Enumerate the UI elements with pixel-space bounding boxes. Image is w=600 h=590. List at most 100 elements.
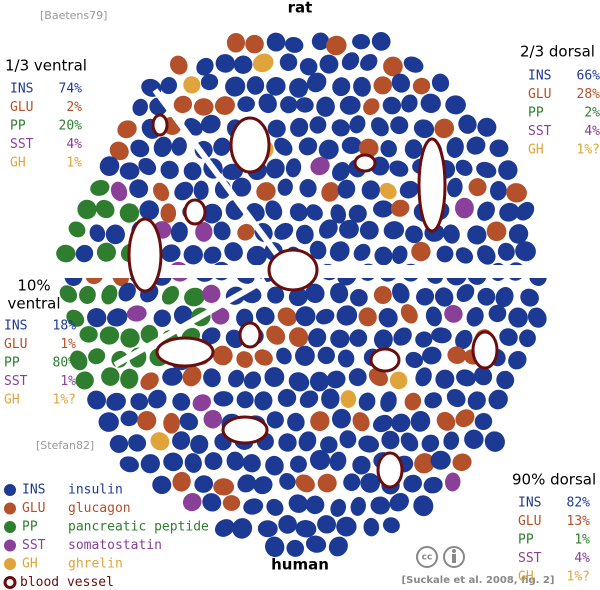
cell (403, 56, 424, 73)
cell (389, 371, 408, 390)
cell-percent: 4% (574, 551, 590, 566)
cell (353, 76, 371, 97)
cell (153, 309, 171, 328)
cell (192, 394, 211, 412)
cell (243, 498, 264, 515)
cell (89, 224, 106, 242)
cell (330, 204, 346, 224)
cell (277, 307, 297, 327)
cell (423, 476, 443, 494)
cell (288, 327, 309, 347)
vessel (369, 347, 401, 373)
cell (370, 496, 391, 515)
cell (371, 32, 391, 51)
cell (411, 241, 431, 262)
cell (202, 493, 222, 512)
cell (130, 393, 149, 411)
cell (288, 494, 308, 513)
cell (316, 96, 335, 117)
section-gap (113, 277, 267, 368)
cell (358, 392, 376, 411)
cell (233, 55, 253, 74)
cell (106, 392, 126, 411)
cell (404, 139, 423, 159)
cell (211, 307, 230, 325)
cell (421, 434, 440, 453)
vessel (417, 137, 447, 233)
cell (343, 473, 361, 492)
cell (399, 180, 419, 199)
title-bottom: human (271, 556, 329, 574)
cell (285, 158, 302, 178)
legend-label: blood vessel (20, 575, 114, 590)
cell (306, 72, 327, 93)
vessel (127, 217, 163, 293)
cell (401, 94, 418, 113)
legend-label: ghrelin (68, 557, 123, 572)
cell (148, 389, 167, 409)
cell (117, 120, 137, 139)
cell (140, 454, 160, 474)
cell (360, 53, 378, 71)
cell (202, 284, 221, 303)
cell (183, 245, 203, 265)
cell (195, 222, 213, 242)
cell (455, 197, 474, 219)
cell (232, 177, 252, 197)
cell (444, 304, 463, 323)
cell (279, 53, 298, 71)
cell (120, 328, 140, 348)
cell (287, 412, 305, 432)
cell (201, 327, 221, 345)
license: cc (416, 546, 465, 568)
cell (265, 200, 283, 221)
cell (213, 391, 234, 407)
cell (489, 139, 509, 158)
cell-code: GLU (4, 337, 27, 352)
cell (274, 222, 294, 240)
cell (266, 325, 286, 345)
cell-percent: 13% (567, 514, 591, 529)
cell (424, 392, 442, 409)
cell (393, 327, 412, 346)
cell (496, 370, 515, 390)
cell (96, 242, 116, 262)
cell (381, 430, 400, 450)
legend-label: somatostatin (68, 538, 162, 553)
cell (77, 199, 97, 220)
cell (410, 410, 431, 432)
cell (358, 307, 377, 327)
cell (299, 390, 319, 408)
cell (455, 329, 473, 350)
cell (431, 73, 450, 92)
cell (486, 221, 507, 242)
cell (455, 159, 473, 176)
panel-heading: 10% (17, 277, 50, 295)
cell-code: SST (528, 124, 552, 139)
cell (152, 475, 172, 495)
cell (226, 451, 245, 471)
cell-percent: 74% (59, 82, 83, 97)
cell (138, 157, 157, 176)
cell (172, 392, 191, 411)
cell (466, 136, 486, 155)
cell (258, 93, 277, 114)
cell (213, 478, 235, 496)
cell (161, 285, 180, 305)
cell (236, 351, 253, 368)
cell (373, 76, 392, 95)
cell (446, 389, 466, 408)
cell (150, 432, 170, 451)
cell (99, 326, 120, 345)
cell (295, 97, 314, 113)
cell (162, 367, 183, 386)
cell (266, 411, 284, 429)
cell (290, 117, 309, 137)
cell (107, 308, 128, 327)
cell (443, 431, 460, 450)
cell (405, 225, 423, 244)
cell (163, 412, 180, 434)
cell-percent: 2% (584, 106, 600, 121)
cell-percent: 1% (66, 156, 82, 171)
cell (467, 391, 486, 410)
